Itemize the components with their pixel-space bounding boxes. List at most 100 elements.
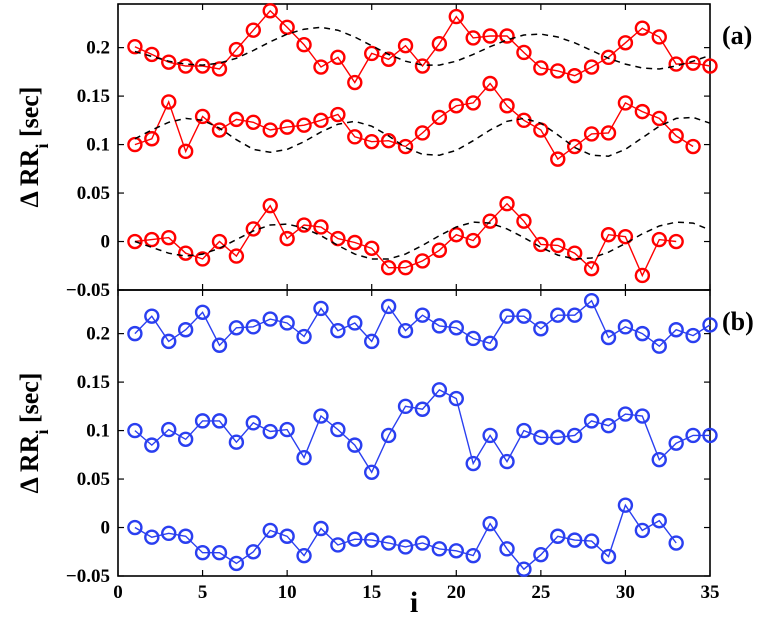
data-point [617, 497, 634, 513]
data-point [313, 300, 329, 317]
data-point [482, 28, 498, 44]
model-curve-a-5 [134, 221, 711, 260]
data-point [651, 231, 667, 248]
data-point [516, 44, 532, 61]
data-point [566, 307, 583, 323]
data-point [380, 298, 397, 315]
data-point [668, 435, 684, 451]
data-point [583, 413, 600, 429]
data-point [550, 429, 566, 446]
data-point [702, 58, 718, 74]
data-point [550, 307, 566, 323]
x-tick-label: 25 [531, 582, 550, 603]
data-point [482, 213, 498, 229]
data-point [448, 98, 464, 114]
data-point [330, 230, 346, 247]
data-point [194, 58, 211, 74]
data-point [550, 528, 566, 544]
data-point [177, 245, 194, 261]
data-point [414, 401, 431, 417]
data-point [465, 330, 481, 347]
series-line-a-2 [134, 202, 677, 278]
data-point [482, 427, 498, 444]
data-point [228, 320, 245, 336]
y-tick-label: 0.15 [77, 372, 110, 393]
data-point [211, 122, 228, 138]
data-point [194, 108, 211, 125]
data-point [397, 398, 414, 415]
data-point [566, 68, 583, 84]
data-point [296, 117, 312, 133]
data-point [651, 338, 667, 354]
data-point [702, 317, 718, 333]
data-point [685, 55, 701, 71]
data-point [583, 260, 600, 277]
x-tick-label: 20 [447, 582, 466, 603]
data-point [279, 528, 295, 544]
x-tick-label: 10 [278, 582, 297, 603]
data-point [161, 94, 177, 110]
y-tick-label: 0.05 [77, 183, 110, 204]
data-point [380, 132, 397, 149]
y-tick-label: −0.05 [66, 566, 110, 587]
data-point [279, 315, 295, 331]
data-point [330, 106, 346, 123]
data-point [194, 413, 211, 429]
panel-a: −0.05 0 0.05 0.1 0.15 0.2 (a) Δ RRi [sec] [15, 3, 752, 301]
data-point [144, 131, 160, 147]
data-point [583, 59, 600, 75]
data-point [161, 333, 177, 350]
data-point [380, 51, 397, 67]
y-tick-label: 0.1 [86, 421, 110, 442]
data-point [211, 545, 228, 561]
y-tick-label: 0.2 [86, 38, 110, 59]
data-point [211, 337, 228, 353]
data-point [364, 333, 380, 350]
data-point [482, 75, 498, 92]
panel-label-a: (a) [722, 21, 752, 50]
data-point [685, 138, 701, 155]
data-point [313, 59, 329, 75]
data-point [330, 323, 346, 339]
data-point [533, 429, 549, 446]
y-tick-label: 0 [101, 518, 111, 539]
data-point [414, 307, 431, 323]
data-point [566, 427, 583, 444]
data-point [296, 450, 312, 466]
data-point [127, 233, 143, 250]
data-point [279, 421, 295, 438]
axes-frame-b [117, 289, 711, 577]
data-point [634, 325, 651, 342]
data-point [651, 513, 667, 529]
data-point [313, 520, 329, 537]
data-point [144, 231, 160, 248]
data-point [482, 515, 498, 532]
data-point [414, 253, 431, 269]
data-point [161, 54, 177, 70]
data-point [127, 325, 143, 342]
data-point [296, 37, 312, 53]
data-point [533, 546, 549, 563]
data-point [397, 539, 414, 555]
data-point [566, 138, 583, 155]
series-line-a-1 [134, 82, 694, 161]
data-point [651, 29, 667, 45]
data-point [330, 537, 346, 553]
x-tick-label: 35 [701, 582, 720, 603]
data-point [228, 41, 245, 58]
data-point [617, 228, 634, 245]
data-point [296, 328, 312, 345]
data-point [262, 423, 278, 440]
data-point [600, 227, 617, 243]
data-point [533, 321, 549, 337]
data-point [296, 547, 312, 564]
data-point [499, 308, 515, 324]
data-point [177, 322, 194, 338]
data-point [583, 126, 600, 142]
data-point [330, 421, 346, 438]
data-point [194, 251, 211, 267]
data-point [262, 311, 278, 327]
data-point [414, 535, 431, 551]
data-point [194, 545, 211, 561]
